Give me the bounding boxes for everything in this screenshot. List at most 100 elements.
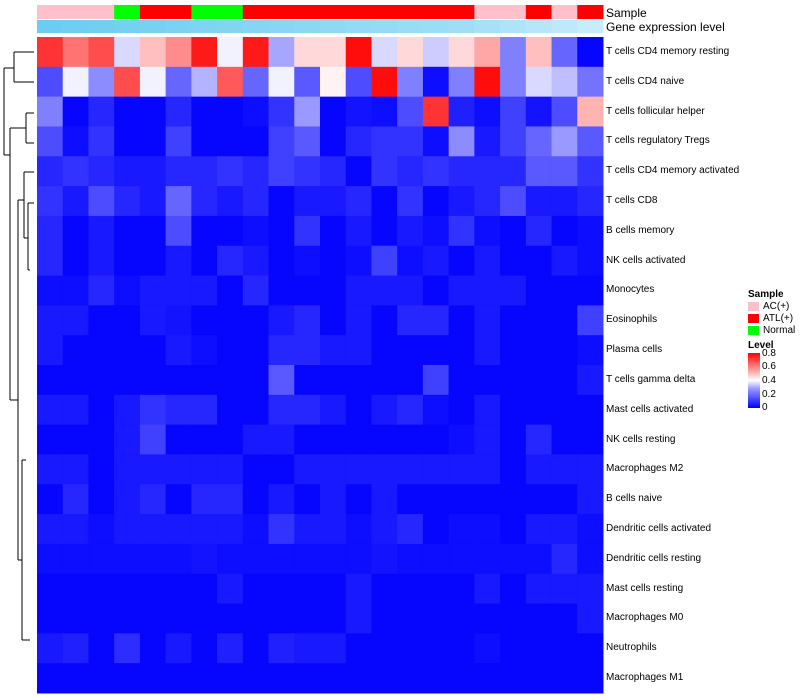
heatmap-cell	[525, 394, 553, 426]
heatmap-cell	[114, 663, 141, 694]
heatmap-cell	[191, 603, 218, 634]
heatmap-cell	[165, 394, 192, 426]
heatmap-cell	[191, 424, 218, 455]
heatmap-cell	[294, 514, 321, 545]
heatmap-cell	[294, 335, 321, 366]
heatmap-cell	[448, 663, 475, 694]
heatmap-cell	[88, 37, 115, 68]
heatmap-cell	[294, 305, 321, 336]
heatmap-cell	[371, 335, 398, 366]
heatmap-cell	[37, 365, 64, 396]
heatmap-cell	[242, 96, 270, 127]
heatmap-cell	[37, 633, 64, 664]
sample-track-cell	[500, 5, 527, 19]
heatmap-cell	[165, 573, 192, 605]
heatmap-cell	[422, 245, 450, 277]
heatmap-cell	[397, 156, 424, 187]
sample-track-cell	[577, 5, 604, 19]
heatmap-cell	[577, 603, 604, 634]
heatmap-cell	[448, 484, 475, 515]
heatmap-cell	[551, 305, 578, 336]
heatmap-cell	[165, 484, 192, 515]
heatmap-cell	[191, 275, 218, 306]
heatmap-cell	[191, 215, 218, 247]
heatmap-cell	[397, 335, 424, 366]
heatmap-cell	[62, 37, 89, 68]
heatmap-cell	[217, 245, 244, 277]
heatmap-cell	[242, 37, 270, 68]
heatmap-cell	[345, 305, 372, 336]
heatmap-cell	[577, 424, 604, 455]
heatmap-cell	[242, 186, 270, 217]
heatmap-cell	[114, 573, 141, 605]
sample-track-cell	[474, 5, 501, 19]
heatmap-cell	[500, 156, 527, 187]
heatmap-cell	[551, 514, 578, 545]
heatmap-cell	[139, 186, 167, 217]
heatmap-cell	[88, 424, 115, 455]
legend-label-atl: ATL(+)	[763, 313, 794, 324]
heatmap-cell	[268, 66, 295, 98]
row-label: T cells follicular helper	[606, 105, 705, 117]
heatmap-cell	[294, 573, 321, 605]
level-tick-06: 0.6	[762, 361, 776, 372]
heatmap-cell	[268, 305, 295, 336]
heatmap-cell	[294, 543, 321, 575]
heatmap-cell	[37, 156, 64, 187]
heatmap-cell	[371, 305, 398, 336]
heatmap-cell	[62, 633, 89, 664]
heatmap-cell	[165, 424, 192, 455]
heatmap-cell	[345, 335, 372, 366]
heatmap-cell	[371, 514, 398, 545]
heatmap-cell	[577, 37, 604, 68]
heatmap-cell	[320, 454, 347, 485]
heatmap-cell	[191, 245, 218, 277]
heatmap-cell	[114, 245, 141, 277]
heatmap-cell	[525, 156, 553, 187]
heatmap-cell	[397, 603, 424, 634]
heatmap-cell	[422, 215, 450, 247]
heatmap-cell	[294, 37, 321, 68]
sample-track-cell	[345, 5, 372, 19]
heatmap-cell	[242, 454, 270, 485]
heatmap-cell	[474, 573, 501, 605]
heatmap-cell	[294, 66, 321, 98]
heatmap-cell	[397, 37, 424, 68]
heatmap-cell	[268, 335, 295, 366]
heatmap-cell	[320, 365, 347, 396]
heatmap-cell	[165, 245, 192, 277]
heatmap-cell	[448, 126, 475, 157]
heatmap-cell	[37, 394, 64, 426]
heatmap-cell	[320, 156, 347, 187]
heatmap-cell	[191, 573, 218, 605]
heatmap-cell	[88, 335, 115, 366]
heatmap-cell	[500, 305, 527, 336]
sample-track-label: Sample	[606, 6, 647, 20]
heatmap-cell	[294, 215, 321, 247]
heatmap-cell	[397, 573, 424, 605]
heatmap-cell	[422, 96, 450, 127]
heatmap-cell	[422, 335, 450, 366]
heatmap-cell	[525, 365, 553, 396]
heatmap-cell	[62, 215, 89, 247]
heatmap-cell	[191, 514, 218, 545]
heatmap-cell	[191, 663, 218, 694]
heatmap-cell	[525, 424, 553, 455]
heatmap-cell	[139, 245, 167, 277]
sample-track-cell	[165, 5, 192, 19]
heatmap-cell	[577, 245, 604, 277]
heatmap-cell	[165, 335, 192, 366]
row-label: NK cells resting	[606, 433, 676, 445]
heatmap-cell	[294, 365, 321, 396]
row-label: B cells memory	[606, 224, 675, 236]
heatmap-cell	[397, 424, 424, 455]
heatmap-cell	[577, 186, 604, 217]
heatmap-cell	[191, 394, 218, 426]
sample-track-cell	[88, 5, 115, 19]
heatmap-cell	[371, 275, 398, 306]
heatmap-cell	[422, 514, 450, 545]
heatmap-cell	[268, 245, 295, 277]
heatmap-cell	[242, 514, 270, 545]
heatmap-cell	[500, 335, 527, 366]
heatmap-cell	[422, 37, 450, 68]
